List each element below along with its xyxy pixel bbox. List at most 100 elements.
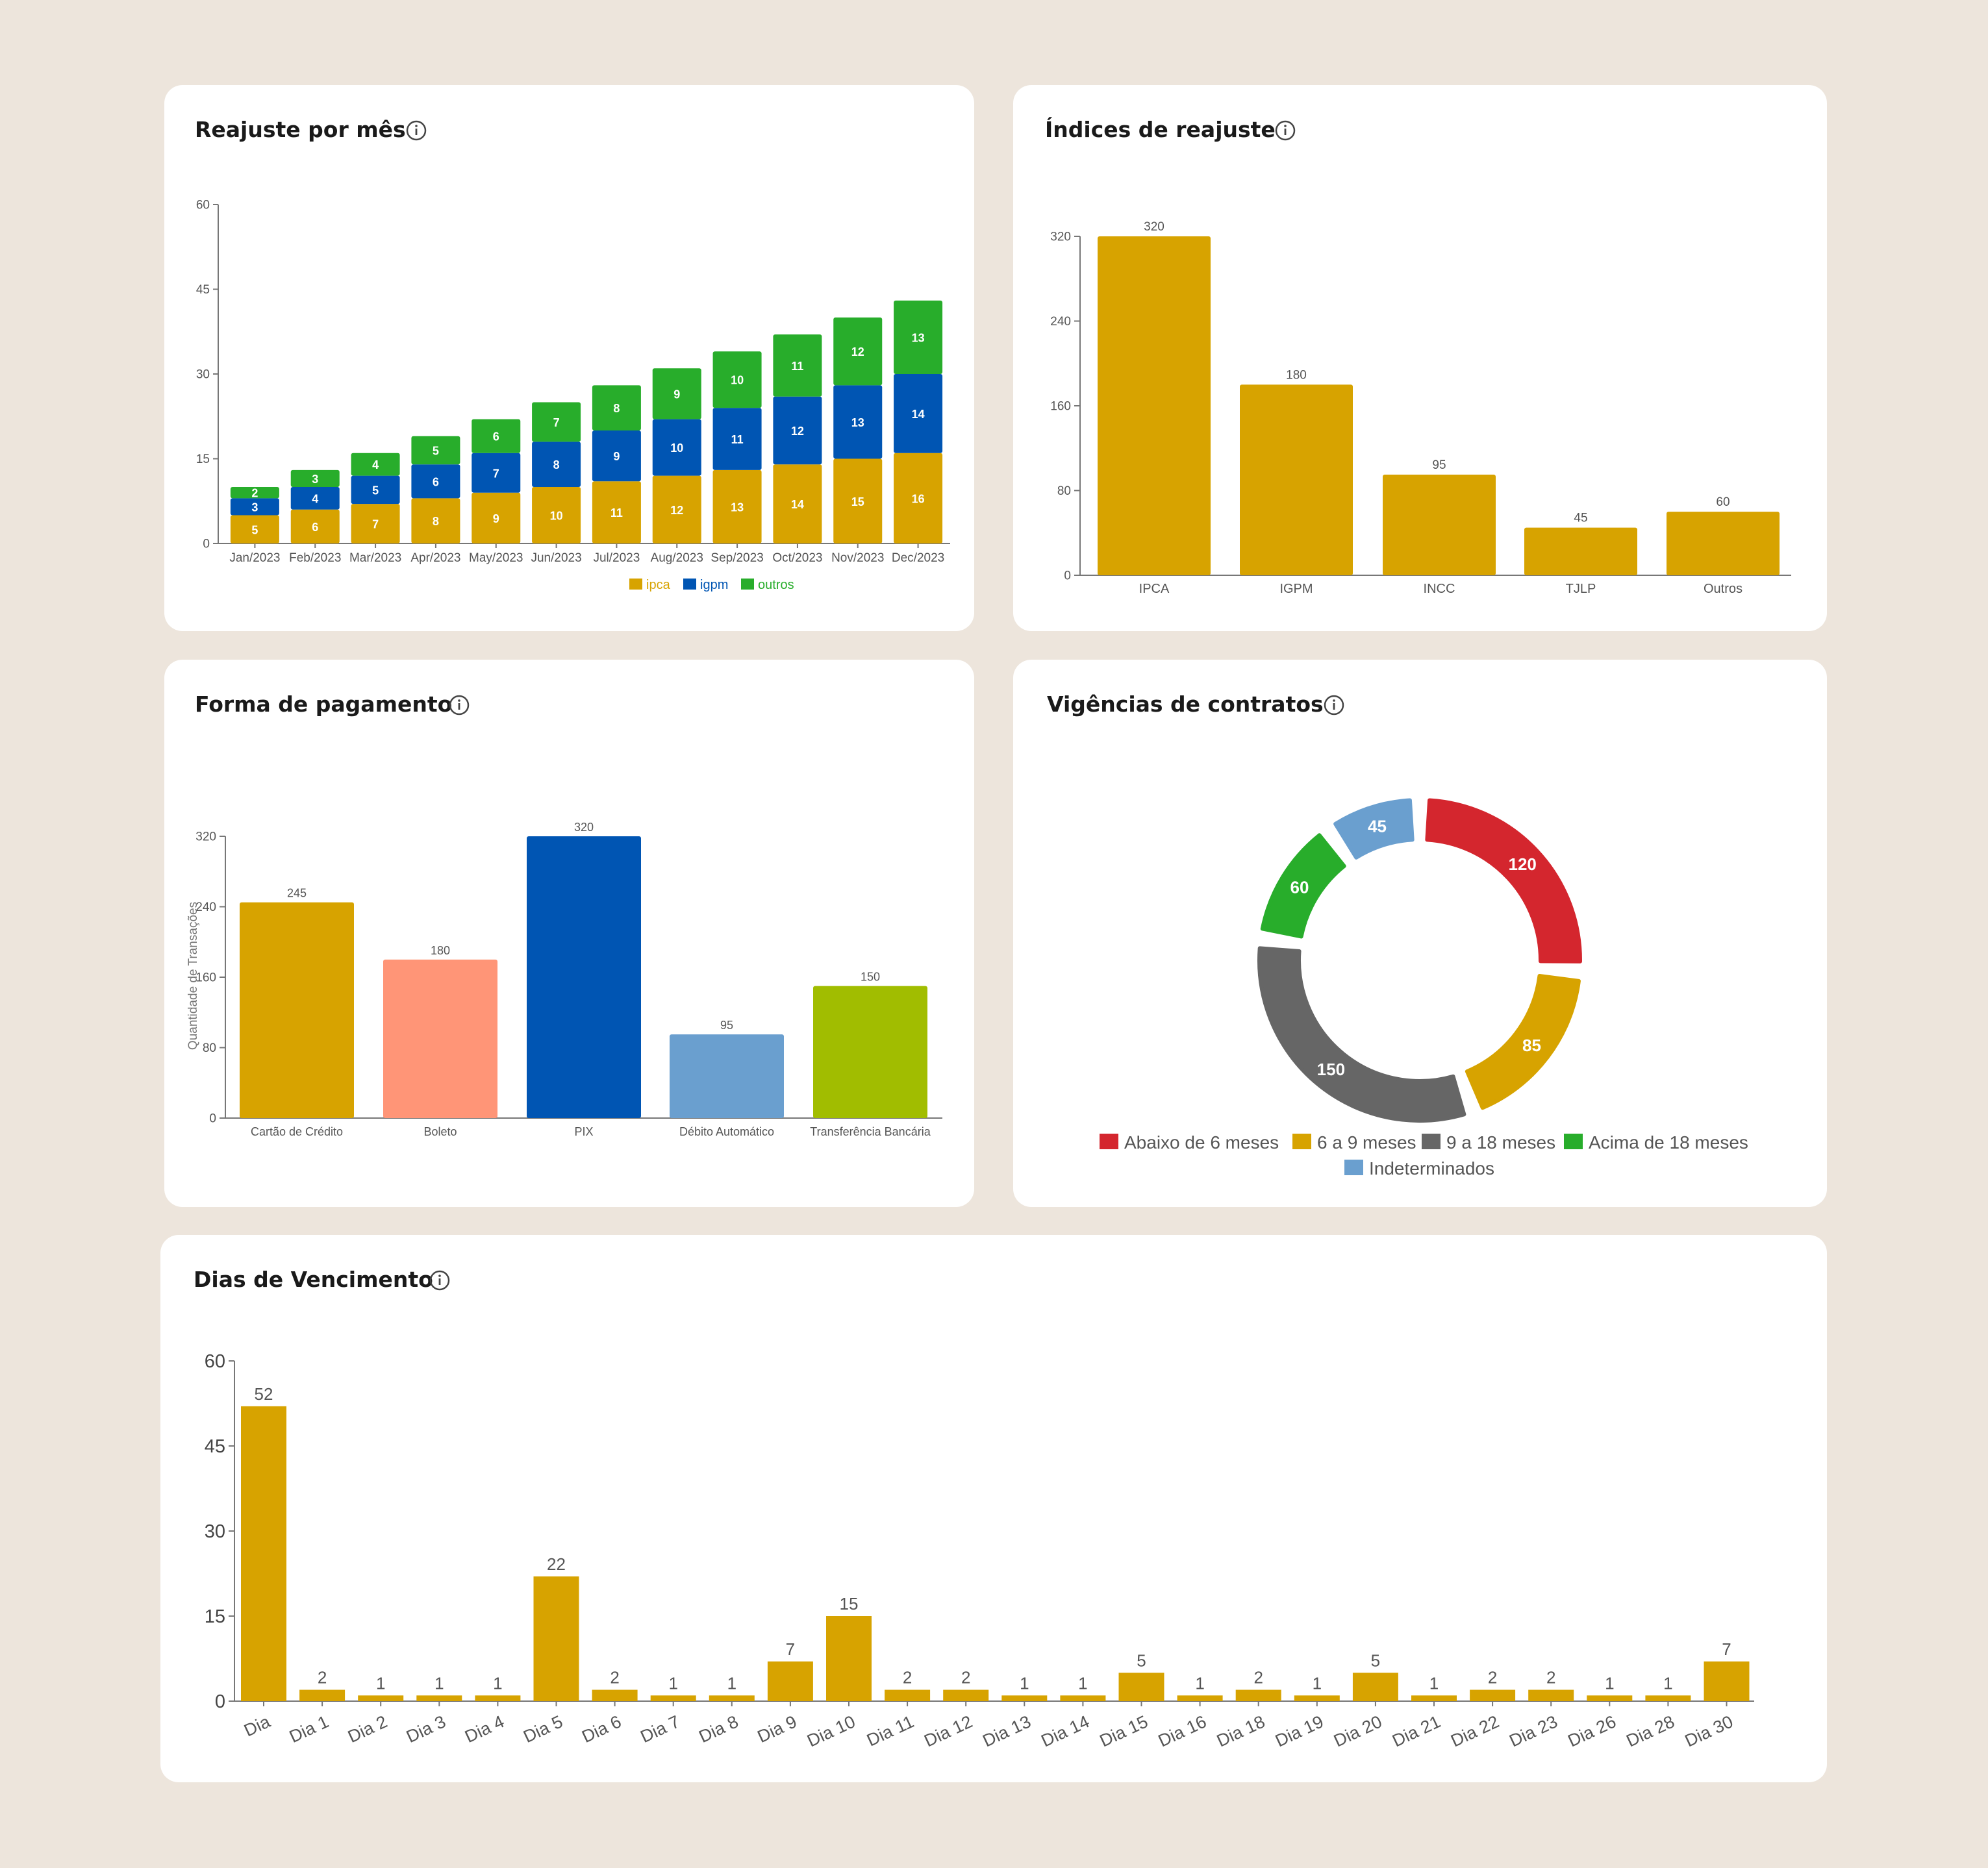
bar-value-label: 1 [1429, 1673, 1439, 1693]
x-tick-label: Dia 5 [520, 1712, 566, 1747]
bar-value-label: 12 [670, 504, 683, 517]
bar [1001, 1695, 1048, 1701]
bar [1352, 1673, 1398, 1701]
bar [709, 1695, 755, 1701]
bar-value-label: 2 [903, 1668, 912, 1687]
x-tick-label: Jul/2023 [593, 551, 640, 565]
bar-segment-igpm [532, 442, 581, 487]
y-tick-label: 45 [196, 283, 210, 297]
x-tick-label: IPCA [1139, 582, 1170, 596]
bar-value-label: 1 [434, 1673, 444, 1693]
donut-slice [1425, 798, 1582, 964]
bar-segment-outros [472, 419, 521, 453]
bar-value-label: 1 [493, 1673, 502, 1693]
donut-slice [1260, 833, 1346, 939]
legend-swatch-outros [741, 579, 754, 590]
x-tick-label: Dia 1 [286, 1712, 332, 1747]
legend-swatch-ipca [629, 579, 642, 590]
bar-value-label: 13 [731, 501, 744, 514]
bar-value-label: 6 [312, 521, 318, 534]
bar [241, 1406, 286, 1701]
y-tick-label: 240 [195, 901, 216, 914]
bar-value-label: 10 [550, 510, 563, 523]
bar-segment-ipca [411, 498, 460, 543]
bar-value-label: 11 [791, 360, 803, 373]
bar [1294, 1695, 1340, 1701]
bar [1704, 1661, 1750, 1701]
x-tick-label: Débito Automático [679, 1125, 774, 1138]
y-tick-label: 0 [209, 1112, 216, 1126]
bar-segment-ipca [592, 481, 641, 543]
bar-segment-ipca [472, 492, 521, 543]
x-tick-label: Dia 4 [462, 1712, 507, 1747]
y-tick-label: 80 [1057, 484, 1071, 498]
card-title-reajuste: Reajuste por mês [195, 117, 406, 142]
x-tick-label: Dia 6 [579, 1712, 624, 1747]
x-tick-label: Transferência Bancária [810, 1125, 931, 1138]
x-tick-label: INCC [1424, 582, 1455, 596]
info-icon[interactable] [429, 1269, 451, 1291]
legend-label-ipca: ipca [646, 578, 671, 592]
bar-segment-igpm [472, 453, 521, 493]
bar [533, 1576, 579, 1701]
bar-segment-igpm [712, 408, 762, 470]
y-tick-label: 30 [196, 368, 210, 382]
bar-value-label: 9 [613, 450, 620, 463]
bar-value-label: 60 [1716, 495, 1730, 509]
legend-label: 9 a 18 meses [1446, 1132, 1555, 1152]
bar-value-label: 16 [912, 492, 925, 505]
bar-segment-ipca [773, 464, 822, 543]
bar [1235, 1689, 1281, 1701]
bar-segment-outros [532, 402, 581, 442]
info-icon[interactable] [1274, 119, 1296, 142]
x-tick-label: Dia 30 [1682, 1712, 1736, 1750]
bar-value-label: 320 [574, 821, 594, 834]
x-tick-label: Dia [241, 1712, 273, 1741]
bar-value-label: 2 [1253, 1668, 1263, 1687]
bar-value-label: 2 [1546, 1668, 1555, 1687]
x-tick-label: Dia 16 [1155, 1712, 1209, 1750]
bar [1177, 1695, 1223, 1701]
slice-value-label: 45 [1368, 817, 1387, 836]
bar [826, 1616, 872, 1701]
y-tick-label: 30 [205, 1521, 225, 1542]
bar [1060, 1695, 1106, 1701]
bar-value-label: 9 [493, 512, 499, 525]
card-title-dias: Dias de Vencimento [194, 1267, 433, 1292]
bar-value-label: 5 [433, 444, 439, 457]
x-tick-label: Dia 19 [1272, 1712, 1326, 1750]
bar-segment-ipca [894, 453, 943, 543]
bar-value-label: 1 [1020, 1673, 1029, 1693]
legend-label: Acima de 18 meses [1589, 1132, 1748, 1152]
card-title-forma: Forma de pagamento [195, 691, 453, 717]
bar-value-label: 1 [1605, 1673, 1614, 1693]
x-tick-label: Dec/2023 [892, 551, 944, 565]
x-tick-label: Dia 12 [921, 1712, 975, 1750]
bar [592, 1689, 638, 1701]
bar-segment-outros [351, 453, 400, 476]
info-icon[interactable] [405, 119, 427, 142]
bar [1098, 236, 1211, 575]
x-tick-label: Dia 8 [696, 1712, 742, 1747]
bar-segment-outros [230, 487, 279, 499]
x-tick-label: Sep/2023 [711, 551, 763, 565]
bar-segment-ipca [833, 458, 883, 543]
donut-slice [1257, 946, 1466, 1123]
bar-value-label: 5 [251, 523, 258, 536]
bar-value-label: 11 [610, 506, 623, 519]
bar [1383, 475, 1496, 575]
bar-segment-igpm [652, 419, 701, 476]
x-tick-label: Boleto [423, 1125, 457, 1138]
legend-swatch [1564, 1134, 1583, 1149]
bar-segment-ipca [712, 469, 762, 543]
y-tick-label: 80 [203, 1041, 216, 1055]
x-tick-label: Dia 15 [1097, 1712, 1151, 1750]
bar-value-label: 1 [1195, 1673, 1204, 1693]
bar [1645, 1695, 1691, 1701]
x-tick-label: Dia 9 [755, 1712, 800, 1747]
info-icon[interactable] [448, 694, 470, 716]
info-icon[interactable] [1323, 694, 1345, 716]
